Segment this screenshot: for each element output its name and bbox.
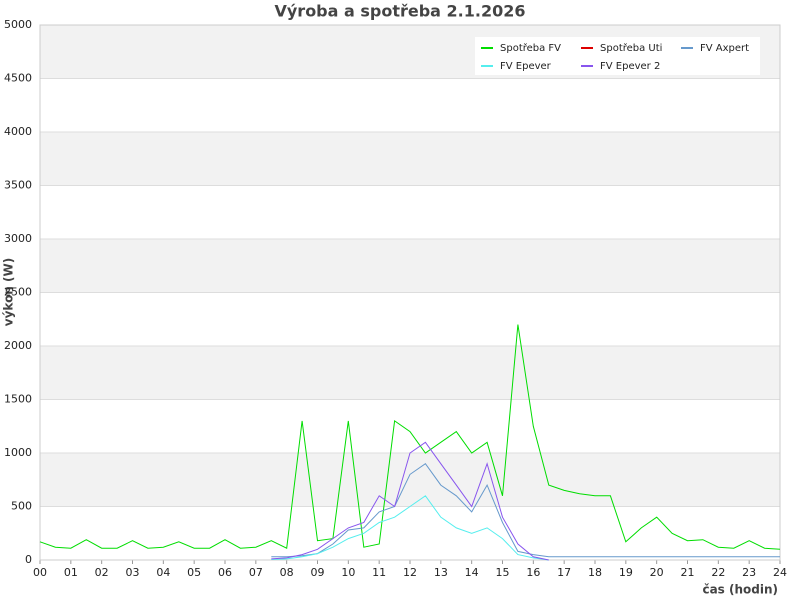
x-tick-label: 21 (681, 566, 695, 579)
y-tick-label: 3000 (4, 232, 32, 245)
x-tick-label: 08 (280, 566, 294, 579)
grid-band (40, 346, 780, 400)
x-tick-label: 00 (33, 566, 47, 579)
series-line (271, 495, 549, 561)
x-tick-label: 11 (372, 566, 386, 579)
legend-label: Spotřeba Uti (600, 42, 662, 54)
x-tick-label: 13 (434, 566, 448, 579)
legend-label: Spotřeba FV (500, 42, 561, 54)
y-axis-label: výkon (W) (2, 258, 16, 326)
x-tick-label: 23 (742, 566, 756, 579)
y-tick-label: 4000 (4, 125, 32, 138)
y-tick-label: 0 (25, 553, 32, 566)
y-tick-label: 1000 (4, 446, 32, 459)
x-tick-label: 12 (403, 566, 417, 579)
legend-box (475, 37, 760, 75)
series-line (271, 441, 549, 561)
x-tick-label: 07 (249, 566, 263, 579)
x-tick-label: 14 (465, 566, 479, 579)
plot-border (39, 24, 781, 561)
x-tick-label: 16 (526, 566, 540, 579)
x-tick-label: 06 (218, 566, 232, 579)
x-tick-label: 15 (496, 566, 510, 579)
grid-band (40, 132, 780, 186)
y-tick-label: 2000 (4, 339, 32, 352)
x-tick-label: 05 (187, 566, 201, 579)
y-tick-label: 2500 (4, 286, 32, 299)
x-tick-label: 10 (341, 566, 355, 579)
legend-label: FV Epever 2 (600, 61, 660, 72)
y-tick-label: 4500 (4, 72, 32, 85)
x-tick-label: 04 (156, 566, 170, 579)
y-tick-label: 3500 (4, 179, 32, 192)
x-tick-label: 17 (557, 566, 571, 579)
x-axis-label: čas (hodin) (702, 583, 778, 597)
x-tick-label: 19 (619, 566, 633, 579)
x-tick-label: 03 (126, 566, 140, 579)
x-tick-label: 24 (773, 566, 787, 579)
y-tick-label: 1500 (4, 393, 32, 406)
grid-band (40, 239, 780, 293)
grid-band (40, 453, 780, 507)
x-tick-label: 22 (711, 566, 725, 579)
x-tick-label: 09 (311, 566, 325, 579)
legend-label: FV Epever (500, 61, 552, 72)
series-line (271, 463, 780, 558)
x-tick-label: 18 (588, 566, 602, 579)
x-tick-label: 01 (64, 566, 78, 579)
series-line (39, 324, 781, 550)
y-tick-label: 500 (11, 500, 32, 513)
x-tick-label: 20 (650, 566, 664, 579)
legend-label: FV Axpert (700, 43, 749, 54)
y-tick-label: 5000 (4, 18, 32, 31)
chart-title: Výroba a spotřeba 2.1.2026 (274, 2, 525, 21)
x-tick-label: 02 (95, 566, 109, 579)
